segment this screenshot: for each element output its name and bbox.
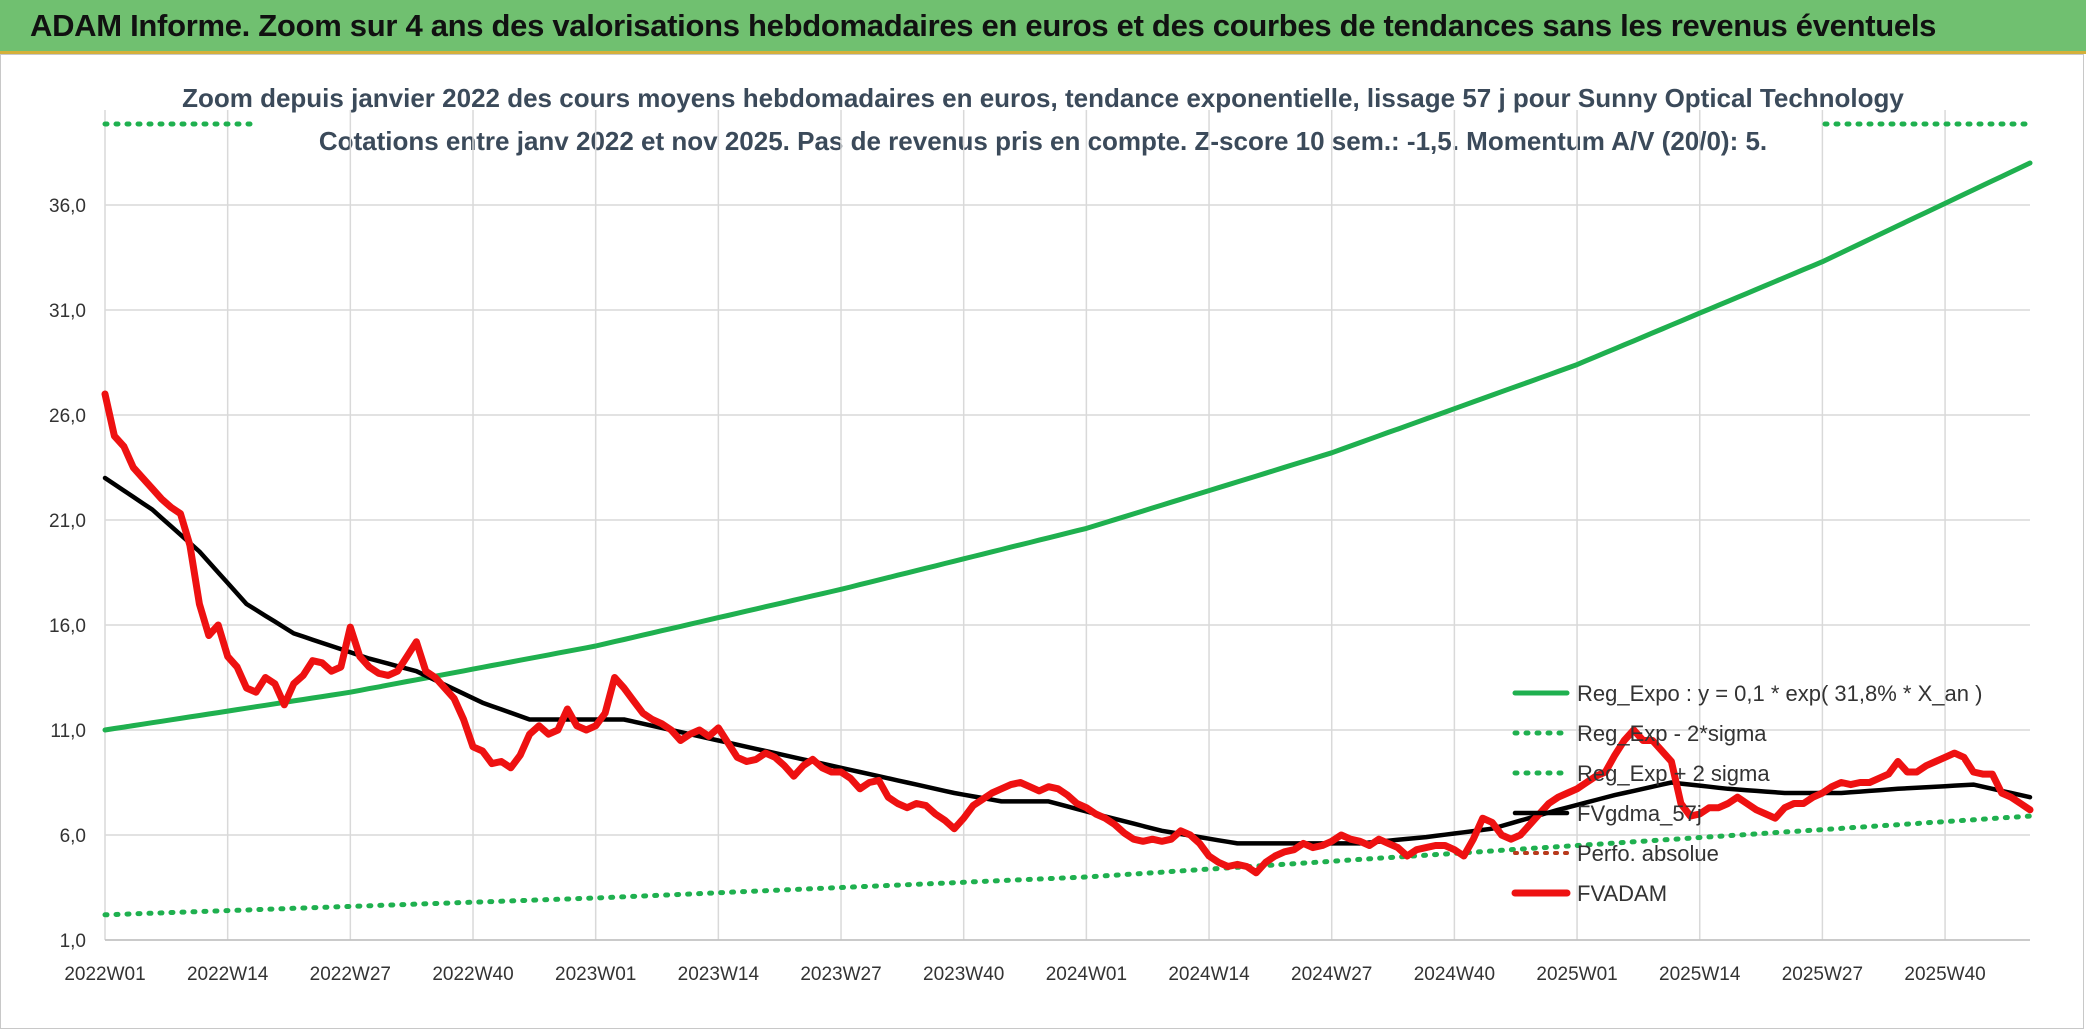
price-line xyxy=(101,390,2034,877)
trend-line xyxy=(102,160,2033,733)
y-tick-label: 16,0 xyxy=(49,616,86,637)
y-tick-label: 6,0 xyxy=(60,826,86,847)
y-tick-label: 36,0 xyxy=(49,196,86,217)
x-tick-label: 2024W27 xyxy=(1291,964,1372,985)
x-tick-label: 2022W01 xyxy=(64,964,145,985)
x-tick-label: 2022W27 xyxy=(310,964,391,985)
y-tick-label: 26,0 xyxy=(49,406,86,427)
axes: 1,0 6,0 11,0 16,0 21,0 26,0 31,0 36,0 2022W01 202… xyxy=(49,196,2030,985)
legend-label: FVgdma_57j xyxy=(1577,801,1702,826)
y-tick-label: 21,0 xyxy=(49,511,86,532)
x-tick-label: 2024W40 xyxy=(1414,964,1495,985)
chart-title: Zoom depuis janvier 2022 des cours moyen… xyxy=(182,83,1904,113)
header-banner: ADAM Informe. Zoom sur 4 ans des valoris… xyxy=(0,0,2086,54)
x-tick-label: 2024W14 xyxy=(1168,964,1250,985)
x-tick-label: 2023W01 xyxy=(555,964,636,985)
x-tick-label: 2025W14 xyxy=(1659,964,1741,985)
x-tick-label: 2025W40 xyxy=(1904,964,1985,985)
y-tick-label: 11,0 xyxy=(50,721,86,742)
x-tick-label: 2025W27 xyxy=(1782,964,1863,985)
smoothed-line xyxy=(102,475,2033,846)
legend-label: Reg_Exp - 2*sigma xyxy=(1577,721,1767,746)
legend-label: FVADAM xyxy=(1577,881,1667,906)
chart-frame xyxy=(0,54,2084,1029)
x-tick-label: 2025W01 xyxy=(1536,964,1617,985)
page-title: ADAM Informe. Zoom sur 4 ans des valoris… xyxy=(30,8,1937,43)
y-tick-label: 31,0 xyxy=(49,301,86,322)
x-tick-label: 2022W40 xyxy=(432,964,513,985)
series xyxy=(101,121,2034,918)
chart-subtitle: Cotations entre janv 2022 et nov 2025. P… xyxy=(318,126,1768,156)
x-tick-label: 2023W14 xyxy=(678,964,760,985)
x-tick-label: 2024W01 xyxy=(1046,964,1127,985)
lower-sigma-line xyxy=(102,813,2033,918)
legend: Reg_Expo : y = 0,1 * exp( 31,8% * X_an )… xyxy=(1511,681,1982,906)
legend-label: Reg_Expo : y = 0,1 * exp( 31,8% * X_an ) xyxy=(1577,681,1982,706)
x-tick-label: 2023W27 xyxy=(800,964,881,985)
x-tick-label: 2023W40 xyxy=(923,964,1004,985)
legend-label: Perfo. absolue xyxy=(1577,841,1719,866)
y-tick-label: 1,0 xyxy=(60,931,86,952)
legend-label: Reg_Exp + 2 sigma xyxy=(1577,761,1770,786)
x-tick-label: 2022W14 xyxy=(187,964,269,985)
grid xyxy=(104,110,2030,941)
